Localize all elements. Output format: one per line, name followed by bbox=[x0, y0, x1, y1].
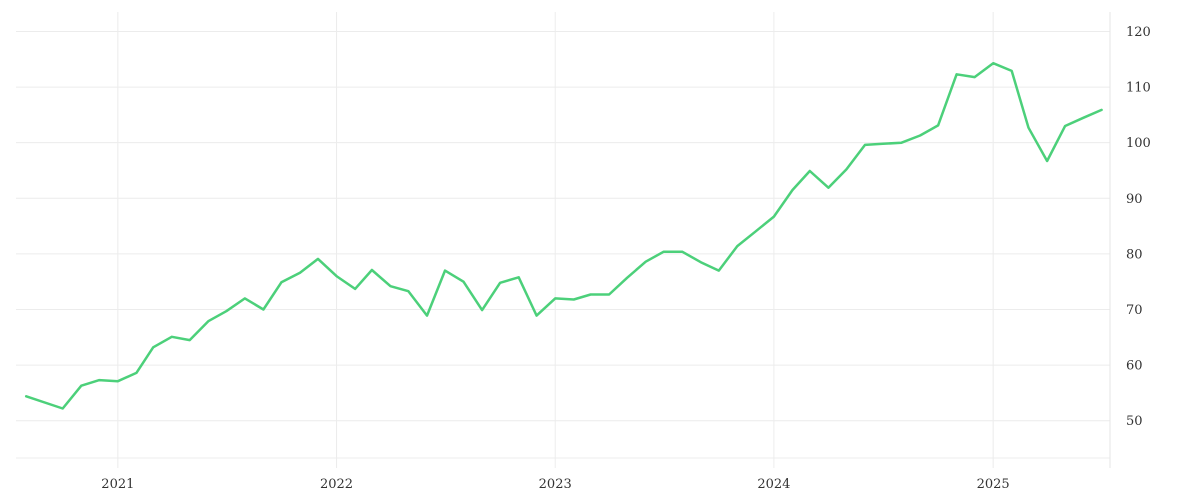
x-tick-label: 2023 bbox=[539, 477, 572, 492]
data-point bbox=[936, 123, 940, 127]
data-point bbox=[517, 275, 521, 279]
data-point bbox=[1045, 159, 1049, 163]
data-point bbox=[79, 384, 83, 388]
data-point bbox=[553, 296, 557, 300]
data-point bbox=[279, 280, 283, 284]
axes: 50 60 70 80 90 100 110 120 2021 2022 2023 2024 2025 bbox=[101, 12, 1151, 492]
y-tick-label: 70 bbox=[1126, 303, 1143, 318]
data-point bbox=[462, 280, 466, 284]
data-point bbox=[498, 281, 502, 285]
data-point bbox=[753, 230, 757, 234]
data-point bbox=[808, 169, 812, 173]
x-tick-label: 2022 bbox=[320, 477, 353, 492]
data-point bbox=[480, 308, 484, 312]
data-point bbox=[243, 296, 247, 300]
data-point bbox=[261, 308, 265, 312]
x-tick-label: 2024 bbox=[757, 477, 790, 492]
data-point bbox=[644, 260, 648, 264]
data-point bbox=[572, 298, 576, 302]
data-point bbox=[791, 188, 795, 192]
data-point bbox=[881, 142, 885, 146]
data-point bbox=[955, 72, 959, 76]
data-point bbox=[151, 345, 155, 349]
data-point bbox=[1100, 108, 1104, 112]
data-point bbox=[680, 250, 684, 254]
y-tick-label: 120 bbox=[1126, 25, 1151, 40]
x-tick-label: 2025 bbox=[977, 477, 1010, 492]
y-tick-label: 60 bbox=[1126, 359, 1143, 374]
data-point bbox=[425, 314, 429, 318]
data-point bbox=[24, 394, 28, 398]
data-point bbox=[918, 134, 922, 138]
data-point bbox=[589, 293, 593, 297]
data-point bbox=[1010, 69, 1014, 73]
y-tick-label: 90 bbox=[1126, 192, 1143, 207]
y-tick-label: 50 bbox=[1126, 414, 1143, 429]
y-tick-label: 80 bbox=[1126, 247, 1143, 262]
data-point bbox=[61, 407, 65, 411]
y-tick-label: 100 bbox=[1126, 136, 1151, 151]
data-point bbox=[188, 338, 192, 342]
data-point bbox=[370, 268, 374, 272]
data-point bbox=[1082, 116, 1086, 120]
data-point bbox=[206, 319, 210, 323]
data-point bbox=[717, 269, 721, 273]
data-point bbox=[1027, 126, 1031, 130]
data-point bbox=[406, 289, 410, 293]
data-point bbox=[443, 269, 447, 273]
data-point bbox=[389, 284, 393, 288]
data-point bbox=[900, 141, 904, 145]
data-point bbox=[535, 314, 539, 318]
data-point bbox=[973, 75, 977, 79]
data-point bbox=[316, 257, 320, 261]
data-point bbox=[298, 271, 302, 275]
y-tick-label: 110 bbox=[1126, 81, 1151, 96]
data-point bbox=[170, 335, 174, 339]
data-point bbox=[844, 167, 848, 171]
grid bbox=[16, 12, 1110, 468]
data-point bbox=[1063, 124, 1067, 128]
data-point bbox=[607, 293, 611, 297]
data-point bbox=[134, 371, 138, 375]
data-point bbox=[224, 309, 228, 313]
data-point bbox=[735, 244, 739, 248]
data-point bbox=[116, 379, 120, 383]
x-tick-label: 2021 bbox=[101, 477, 134, 492]
data-point bbox=[699, 260, 703, 264]
data-point bbox=[826, 186, 830, 190]
series-line bbox=[24, 61, 1103, 410]
data-point bbox=[353, 287, 357, 291]
data-point bbox=[625, 276, 629, 280]
data-point bbox=[335, 274, 339, 278]
series bbox=[24, 61, 1103, 410]
data-point bbox=[863, 143, 867, 147]
data-point bbox=[97, 378, 101, 382]
data-point bbox=[662, 250, 666, 254]
data-point bbox=[991, 61, 995, 65]
data-point bbox=[772, 215, 776, 219]
